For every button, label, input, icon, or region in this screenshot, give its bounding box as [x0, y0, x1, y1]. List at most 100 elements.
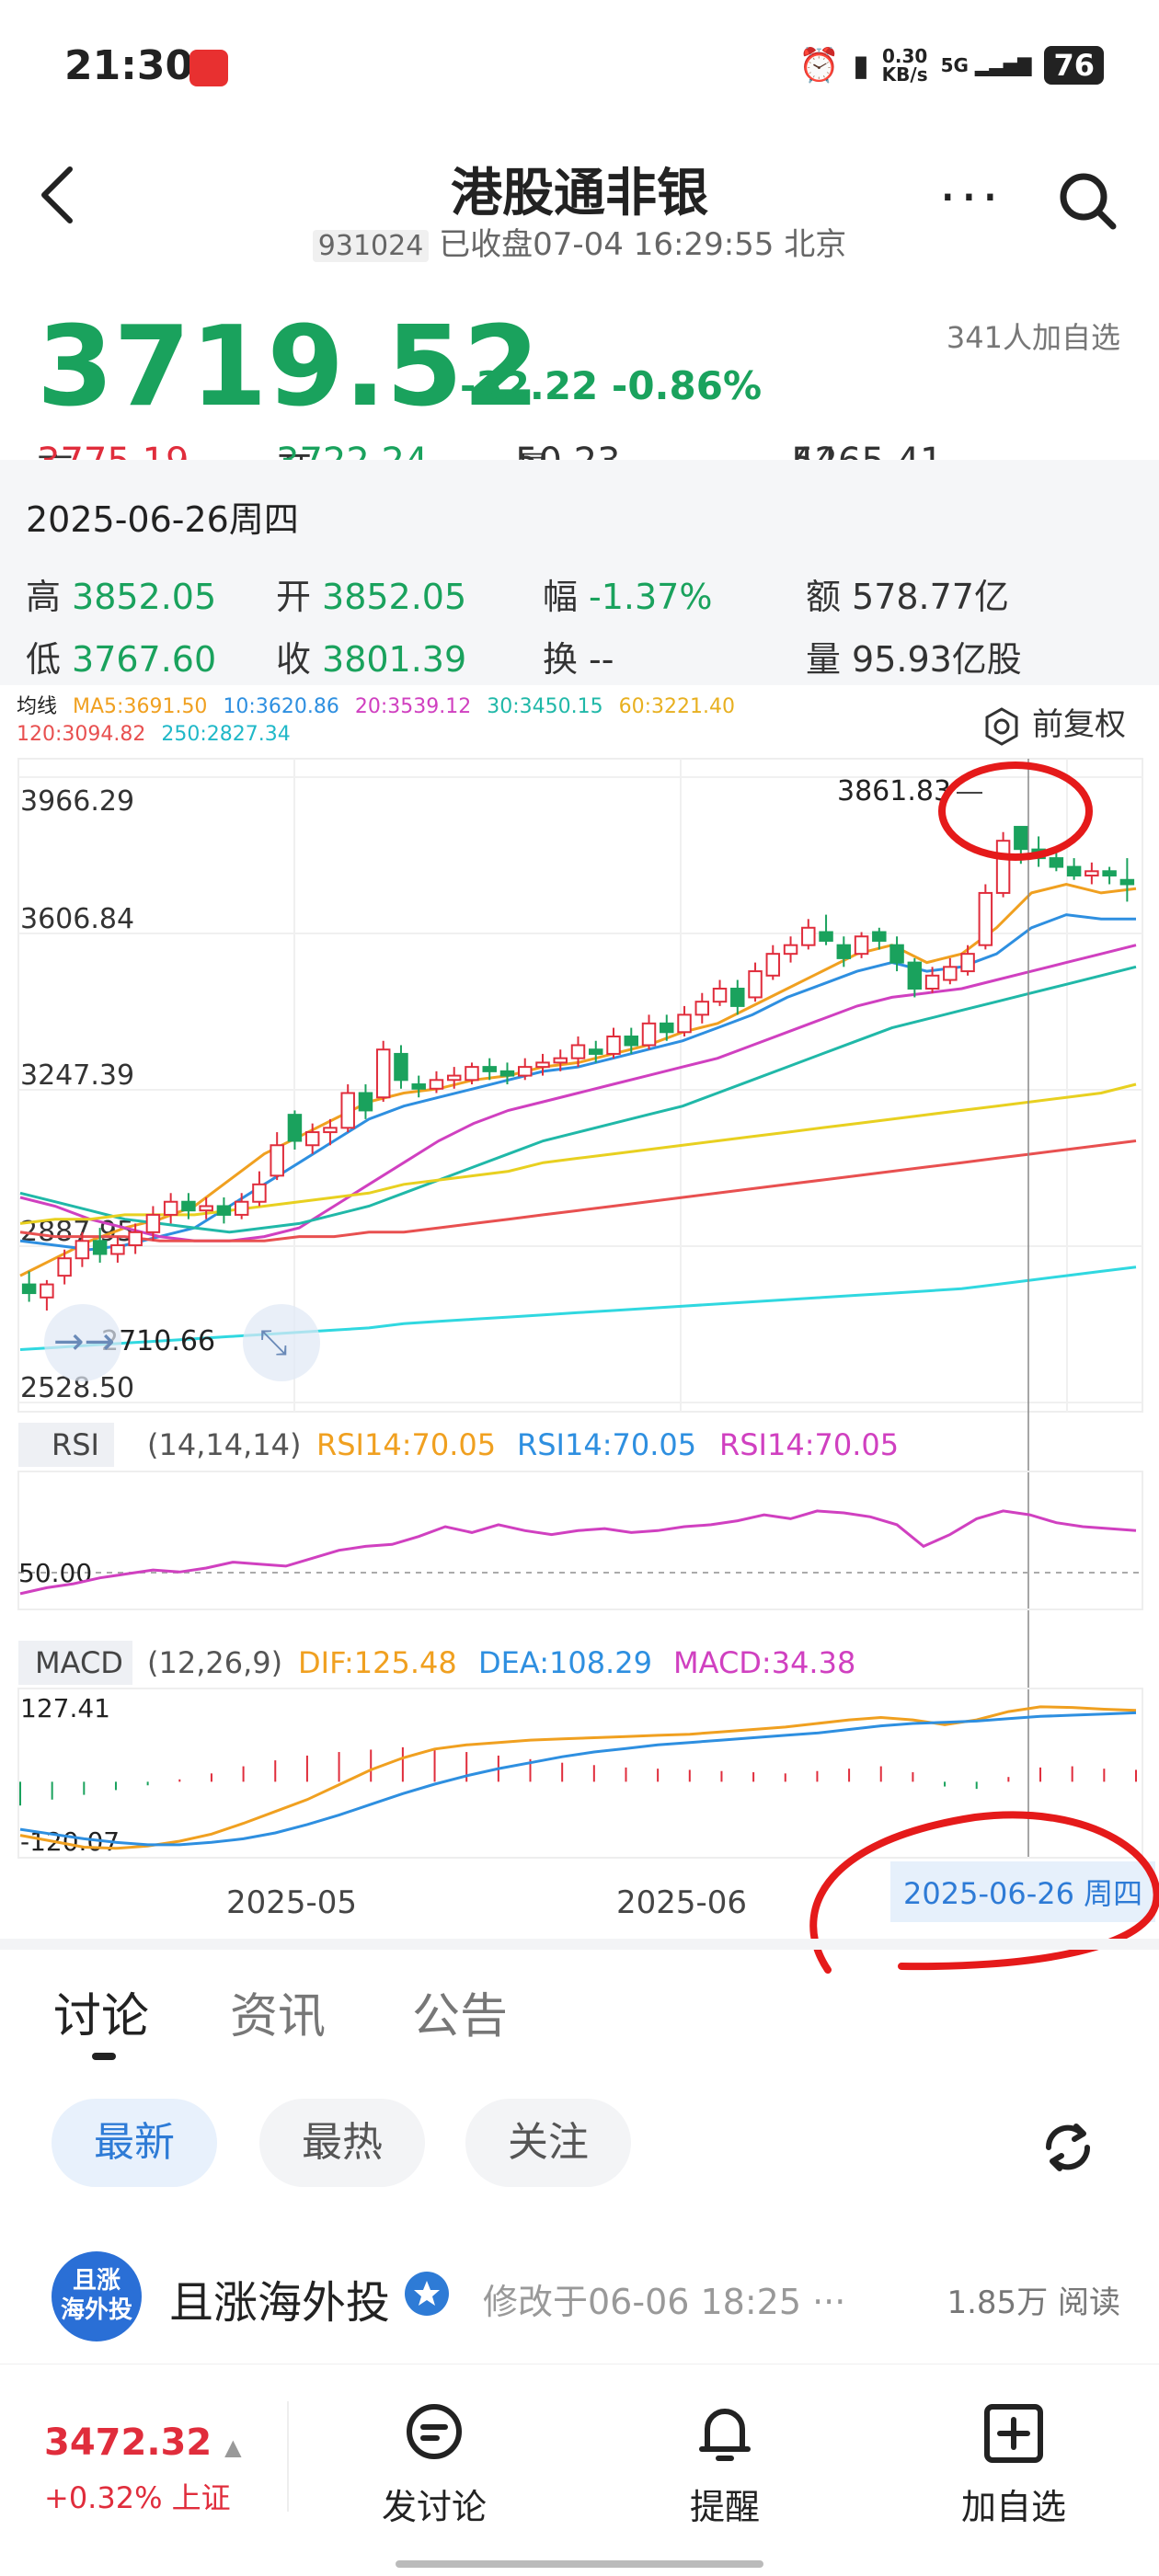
candle — [872, 931, 887, 942]
app-notification-icon — [189, 50, 228, 86]
rsi-ref-label: 50.00 — [18, 1558, 92, 1588]
crosshair-date-tag: 2025-06-26 周四 — [890, 1861, 1156, 1922]
dif-line — [19, 1705, 1137, 1850]
index-ticker-change: +0.32% 上证 — [44, 2480, 231, 2515]
candles — [21, 826, 1135, 1311]
net-speed: 0.30 KB/s — [882, 47, 928, 84]
ma250-label: 250:2827.34 — [161, 723, 291, 746]
index-code: 931024 — [312, 230, 430, 262]
macd-ytop: 127.41 — [20, 1693, 110, 1723]
avatar-text-1: 且涨 — [72, 2267, 120, 2295]
info-high-label: 高 — [26, 577, 62, 617]
rsi1-value: RSI14:70.05 — [316, 1427, 496, 1462]
ma-legend: 均线 MA5:3691.50 10:3620.86 20:3539.12 30:… — [17, 693, 826, 749]
bottom-divider — [287, 2401, 289, 2512]
candle — [1102, 870, 1117, 877]
info-volume: 量 95.93亿股 — [806, 631, 1022, 681]
market-status: 已收盘07-04 16:29:55 北京 — [439, 226, 847, 263]
candle — [375, 1048, 391, 1099]
tab-announcements[interactable]: 公告 — [412, 1989, 509, 2044]
index-ticker-value: 3472.32 — [44, 2421, 212, 2464]
post-discussion-button[interactable]: 发讨论 — [342, 2401, 526, 2529]
ma30-line — [19, 965, 1137, 1234]
candle — [641, 1022, 657, 1047]
remind-button[interactable]: 提醒 — [633, 2401, 817, 2529]
candle — [801, 926, 816, 946]
candle — [21, 1283, 37, 1295]
candle — [1066, 865, 1082, 877]
add-watchlist-button[interactable]: 加自选 — [922, 2401, 1106, 2529]
filter-latest[interactable]: 最新 — [52, 2099, 217, 2187]
candle — [854, 935, 869, 956]
macd-bars — [19, 1746, 1137, 1806]
scroll-left-button[interactable]: →→ — [44, 1304, 121, 1381]
candle — [694, 1001, 710, 1016]
more-button[interactable]: ··· — [938, 166, 1003, 230]
net-speed-unit: KB/s — [881, 63, 928, 86]
candle — [128, 1231, 143, 1247]
rsi-label: RSI — [52, 1427, 99, 1462]
candle — [978, 891, 993, 946]
gear-icon — [985, 706, 1018, 746]
adjust-toggle-button[interactable]: 前复权 — [981, 699, 1126, 747]
avatar[interactable]: 且涨 海外投 — [52, 2251, 142, 2341]
candle — [783, 944, 798, 956]
candle — [819, 931, 833, 942]
filter-hottest[interactable]: 最热 — [259, 2099, 425, 2187]
candle — [429, 1079, 444, 1090]
y-axis-label: 3966.29 — [20, 785, 134, 818]
candle — [943, 966, 958, 981]
candle — [677, 1013, 692, 1034]
adjust-label: 前复权 — [1032, 706, 1126, 743]
macd-label: MACD — [35, 1645, 123, 1680]
fullscreen-button[interactable]: ⤡ — [243, 1304, 320, 1381]
candle — [748, 970, 763, 999]
candle — [446, 1074, 462, 1082]
info-turnover: 换 -- — [543, 631, 614, 681]
search-button[interactable] — [1056, 169, 1117, 230]
net-type: 5G — [940, 54, 969, 76]
candle — [287, 1114, 303, 1142]
ma60-label: 60:3221.40 — [618, 695, 735, 718]
tab-discussion[interactable]: 讨论 — [53, 1989, 150, 2044]
x-tick-may: 2025-05 — [226, 1884, 357, 1921]
ma250-line — [19, 1265, 1137, 1351]
index-ticker[interactable]: 3472.32 ▲ — [44, 2421, 242, 2464]
ma20-label: 20:3539.12 — [354, 695, 472, 718]
candle — [570, 1044, 586, 1059]
y-axis-label: 3247.39 — [20, 1059, 134, 1092]
post-author[interactable]: 且涨海外投 — [169, 2277, 391, 2329]
macd-panel: MACD (12,26,9) DIF:125.48 DEA:108.29 MAC… — [17, 1641, 1143, 1859]
info-range-label: 幅 — [543, 577, 579, 617]
rsi3-value: RSI14:70.05 — [719, 1427, 899, 1462]
arrow-right-icon: →→ — [53, 1321, 115, 1363]
candle — [465, 1066, 479, 1082]
macd-label-bg — [18, 1641, 132, 1685]
info-close-value: 3801.39 — [322, 639, 467, 680]
search-icon — [1060, 173, 1117, 230]
candle — [358, 1092, 373, 1112]
watchers-count: 341人加自选 — [946, 320, 1120, 355]
signal-icon: 5G ▂▃▅▇ — [940, 54, 1032, 76]
vibrate-icon: ▮ — [853, 48, 869, 83]
candle — [340, 1092, 355, 1129]
ma10-label: 10:3620.86 — [223, 695, 339, 718]
ma30-label: 30:3450.15 — [487, 695, 603, 718]
refresh-button[interactable] — [1036, 2115, 1100, 2180]
page-title: 港股通非银 — [451, 164, 708, 223]
candle — [995, 840, 1011, 894]
tab-news[interactable]: 资讯 — [230, 1989, 327, 2044]
candle-info-panel: 2025-06-26周四 高 3852.05 开 3852.05 幅 -1.37% 额… — [0, 460, 1159, 685]
info-range: 幅 -1.37% — [543, 568, 712, 619]
filter-following[interactable]: 关注 — [465, 2099, 631, 2187]
rsi-panel: RSI (14,14,14) RSI14:70.05 RSI14:70.05 R… — [17, 1423, 1143, 1610]
bottom-bar: 3472.32 ▲ +0.32% 上证 发讨论 提醒 加自选 — [0, 2364, 1159, 2576]
status-bar: 21:30 ⏰ ▮ 0.30 KB/s 5G ▂▃▅▇ 76 — [0, 37, 1159, 101]
info-low: 低 3767.60 — [26, 631, 216, 681]
back-button[interactable] — [37, 166, 77, 235]
candle — [517, 1066, 533, 1077]
info-high: 高 3852.05 — [26, 568, 216, 619]
post-item[interactable]: 且涨 海外投 且涨海外投 修改于06-06 18:25 ··· 1.85万 阅读 — [0, 2244, 1159, 2345]
candle — [411, 1083, 426, 1090]
